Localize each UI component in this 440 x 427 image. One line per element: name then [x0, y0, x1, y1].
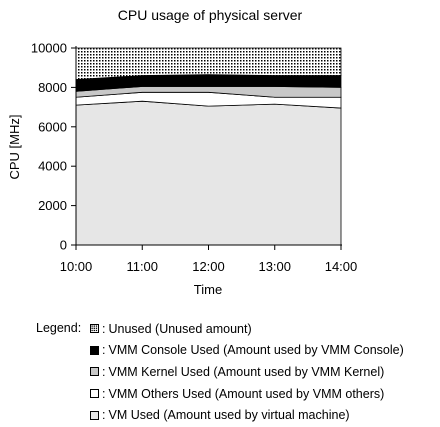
legend-item: : VMM Kernel Used (Amount used by VMM Ker… — [90, 361, 404, 383]
legend-swatch-vm-used — [90, 410, 99, 420]
legend-list: : Unused (Unused amount): VMM Console Used… — [90, 318, 404, 426]
legend-prefix: : — [102, 343, 106, 358]
x-tick-label: 11:00 — [126, 259, 158, 274]
legend-item: : Unused (Unused amount) — [90, 318, 404, 340]
legend-title: Legend: — [36, 321, 82, 335]
legend-label: Unused (Unused amount) — [108, 321, 252, 336]
legend-prefix: : — [102, 321, 106, 336]
x-tick-label: 13:00 — [258, 259, 291, 274]
cpu-usage-chart: CPU usage of physical server 0 2000 4000 60… — [7, 7, 358, 297]
area-vm-used — [75, 100, 342, 246]
y-tick-label: 10000 — [31, 41, 67, 56]
y-tick-label: 6000 — [38, 119, 67, 134]
legend-label: VMM Others Used (Amount used by VMM othe… — [108, 386, 385, 401]
y-axis-label: CPU [MHz] — [7, 115, 22, 180]
y-tick-label: 2000 — [38, 198, 67, 213]
legend-prefix: : — [102, 408, 106, 423]
legend-item: : VMM Console Used (Amount used by VMM Co… — [90, 340, 404, 362]
legend-swatch-unused — [90, 324, 99, 334]
y-tick-label: 4000 — [38, 159, 67, 174]
legend-prefix: : — [102, 386, 106, 401]
legend: Legend: : Unused (Unused amount): VMM Cons… — [0, 318, 440, 427]
x-tick-label: 14:00 — [325, 259, 358, 274]
chart-title: CPU usage of physical server — [118, 7, 303, 23]
legend-label: VMM Console Used (Amount used by VMM Con… — [108, 343, 404, 358]
x-axis-label: Time — [194, 282, 222, 297]
x-tick-label: 12:00 — [192, 259, 225, 274]
legend-item: : VMM Others Used (Amount used by VMM oth… — [90, 383, 404, 405]
y-tick-label: 0 — [60, 238, 67, 253]
legend-swatch-vmm-console-used — [90, 345, 99, 355]
area-unused — [75, 47, 342, 80]
legend-label: VM Used (Amount used by virtual machine) — [108, 408, 350, 423]
legend-label: VMM Kernel Used (Amount used by VMM Kern… — [108, 364, 385, 379]
legend-swatch-vmm-others-used — [90, 389, 99, 399]
legend-swatch-vmm-kernel-used — [90, 367, 99, 377]
legend-item: : VM Used (Amount used by virtual machine… — [90, 404, 404, 426]
legend-prefix: : — [102, 364, 106, 379]
y-tick-label: 8000 — [38, 80, 67, 95]
x-tick-label: 10:00 — [60, 259, 93, 274]
